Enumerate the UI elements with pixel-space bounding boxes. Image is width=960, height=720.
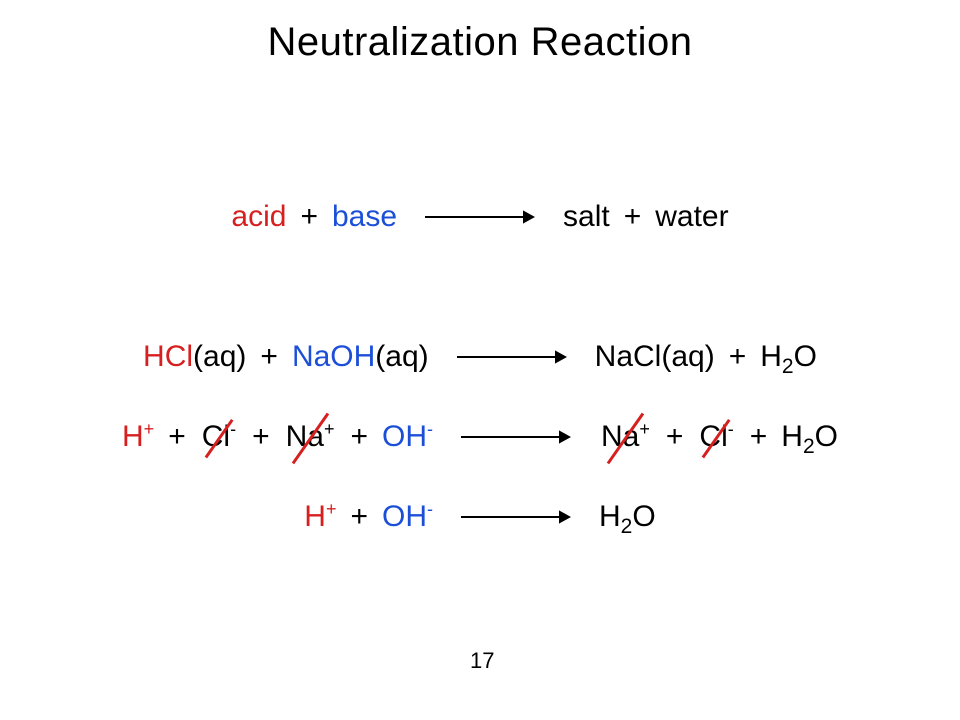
chem-token: NaCl [595, 340, 662, 374]
chem-token: OH- [382, 500, 433, 534]
chem-token: + [729, 340, 747, 374]
chem-token: + [750, 420, 768, 454]
page-number: 17 [470, 648, 494, 674]
chem-token: + [350, 420, 368, 454]
equation-molecular: HCl(aq)+NaOH(aq) NaCl(aq)+H2O [0, 340, 960, 374]
chem-token: + [350, 500, 368, 534]
chem-token: (aq) [193, 340, 246, 374]
equation-ionic: H+ + Cl- + Na+ + OH- Na+ + Cl- + H2O [0, 420, 960, 454]
chem-token: HCl [143, 340, 193, 374]
chem-token: + [666, 420, 684, 454]
chem-token: H2O [760, 340, 817, 374]
slide-title: Neutralization Reaction [0, 20, 960, 65]
chem-token: + [252, 420, 270, 454]
equation-net-ionic: H+ + OH- H2O [0, 500, 960, 534]
chem-token: + [168, 420, 186, 454]
chem-token: + [624, 200, 642, 234]
reaction-arrow-icon [461, 427, 571, 447]
chem-token: + [260, 340, 278, 374]
chem-token: Cl- [200, 420, 238, 454]
chem-token: OH- [382, 420, 433, 454]
chem-token: (aq) [661, 340, 714, 374]
chem-token: NaOH [292, 340, 375, 374]
chem-token: + [300, 200, 318, 234]
chem-token: H2O [781, 420, 838, 454]
chem-token: water [655, 200, 728, 234]
chem-token: salt [563, 200, 610, 234]
chem-token: Cl- [697, 420, 735, 454]
reaction-arrow-icon [461, 507, 571, 527]
chem-token: H+ [122, 420, 154, 454]
chem-token: (aq) [375, 340, 428, 374]
chem-token: base [332, 200, 397, 234]
chem-token: Na+ [599, 420, 652, 454]
slide: Neutralization Reaction acid + base salt + w… [0, 0, 960, 720]
reaction-arrow-icon [457, 347, 567, 367]
chem-token: Na+ [284, 420, 337, 454]
chem-token: acid [231, 200, 286, 234]
reaction-arrow-icon [425, 207, 535, 227]
equation-general: acid + base salt + water [0, 200, 960, 234]
chem-token: H+ [304, 500, 336, 534]
chem-token: H2O [599, 500, 656, 534]
